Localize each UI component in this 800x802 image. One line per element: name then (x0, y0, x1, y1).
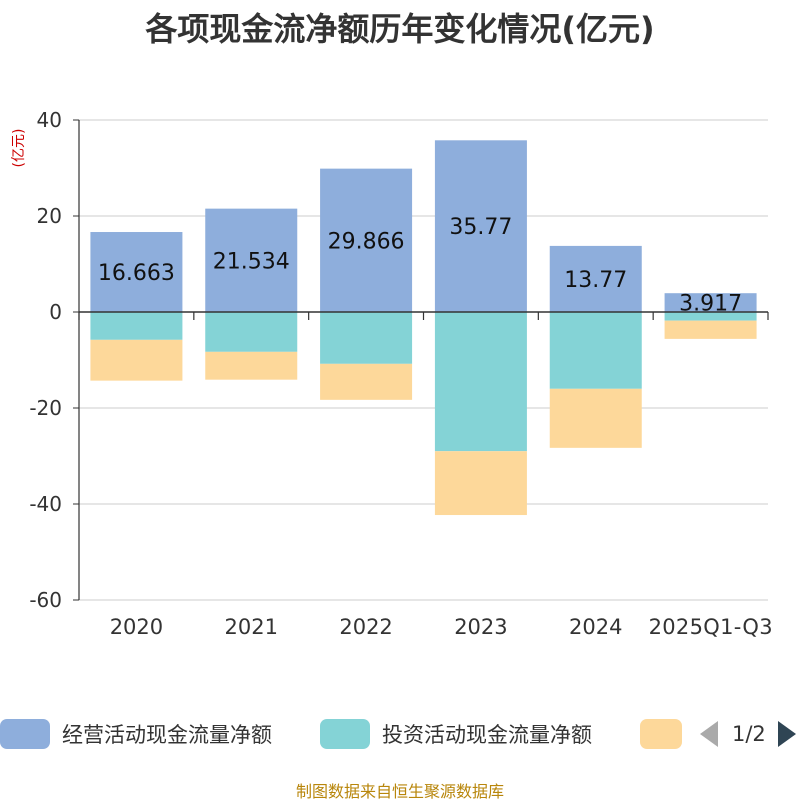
y-tick-label: -60 (29, 588, 62, 612)
y-tick-label: -20 (29, 396, 62, 420)
y-tick-label: -40 (29, 492, 62, 516)
bar-operating-2020 (90, 232, 183, 312)
bar-operating-2024 (549, 245, 642, 312)
bar-operating-2025Q1-Q3 (664, 293, 757, 312)
legend-label-operating: 经营活动现金流量净额 (62, 723, 272, 747)
bar-financing-2023 (434, 451, 527, 516)
bar-investing-2020 (90, 312, 183, 340)
bar-investing-2022 (320, 312, 413, 364)
data-label-operating: 13.77 (564, 268, 627, 293)
data-source-note: 制图数据来自恒生聚源数据库 (295, 782, 504, 801)
legend-pager: 1/2 (700, 718, 796, 750)
x-tick-label: 2023 (454, 615, 507, 639)
y-tick-label: 20 (37, 204, 62, 228)
bar-financing-2024 (549, 388, 642, 448)
bar-investing-2025Q1-Q3 (664, 312, 757, 321)
x-tick-label: 2020 (110, 615, 163, 639)
y-tick-label: 0 (49, 300, 62, 324)
legend-item-financing[interactable] (640, 718, 694, 750)
x-tick-label: 2025Q1-Q3 (649, 615, 773, 639)
legend-page-indicator: 1/2 (732, 722, 766, 746)
bar-operating-2021 (205, 208, 298, 312)
x-tick-label: 2022 (339, 615, 392, 639)
legend-prev-page-icon[interactable] (700, 721, 718, 747)
chart-canvas: 40 20 0 -20 -40 -60 16.663 21.534 29.866 35.77 13.… (29, 108, 773, 639)
bar-financing-2022 (320, 363, 413, 400)
data-label-operating: 21.534 (213, 249, 290, 274)
y-tick-label: 40 (37, 108, 62, 132)
legend-item-operating[interactable]: 经营活动现金流量净额 (0, 718, 272, 750)
x-tick-label: 2021 (225, 615, 278, 639)
bar-investing-2024 (549, 312, 642, 389)
bar-operating-2022 (320, 168, 413, 312)
bar-financing-2020 (90, 339, 183, 381)
bar-financing-2025Q1-Q3 (664, 320, 757, 339)
data-label-operating: 3.917 (679, 292, 742, 317)
legend-item-investing[interactable]: 投资活动现金流量净额 (320, 718, 592, 750)
legend-swatch-financing (640, 719, 682, 749)
data-label-operating: 16.663 (98, 261, 175, 286)
legend-swatch-operating (0, 719, 50, 749)
bar-operating-2023 (434, 140, 527, 312)
legend-swatch-investing (320, 719, 370, 749)
bar-financing-2021 (205, 351, 298, 380)
chart-title: 各项现金流净额历年变化情况(亿元) (145, 10, 655, 48)
data-label-operating: 35.77 (449, 215, 512, 240)
bar-investing-2021 (205, 312, 298, 352)
x-tick-label: 2024 (569, 615, 622, 639)
legend-label-investing: 投资活动现金流量净额 (382, 723, 592, 747)
data-label-operating: 29.866 (328, 229, 405, 254)
bar-investing-2023 (434, 312, 527, 452)
legend-next-page-icon[interactable] (777, 721, 796, 747)
